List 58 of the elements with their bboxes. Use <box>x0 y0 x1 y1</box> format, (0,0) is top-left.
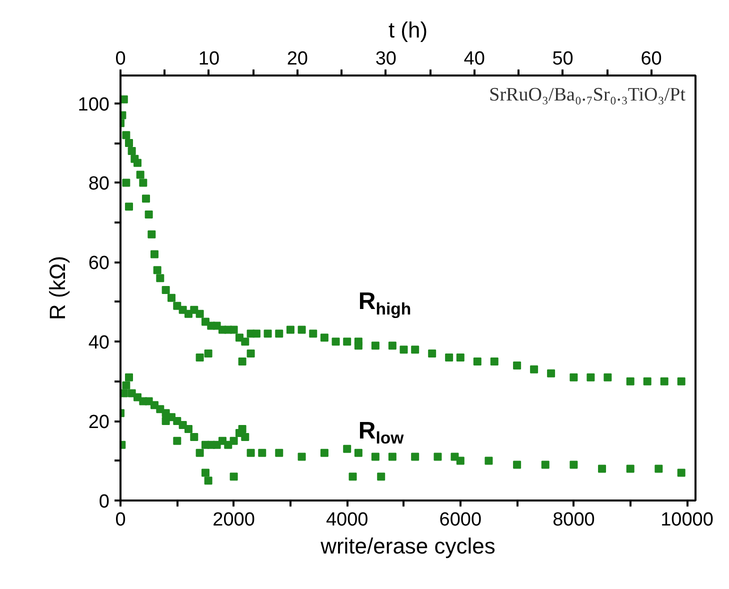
point <box>230 436 238 445</box>
y-tick-label: 20 <box>88 412 110 434</box>
x2-tick-label: 60 <box>640 48 662 70</box>
point <box>246 448 255 457</box>
y-tick-label: 60 <box>88 253 110 274</box>
x2-tick-label: 30 <box>375 48 396 70</box>
point <box>162 417 170 426</box>
point <box>184 425 192 434</box>
point <box>388 452 396 461</box>
x2-tick-label: 0 <box>115 48 126 70</box>
point <box>411 452 420 461</box>
point <box>484 456 493 465</box>
x-tick-label: 4000 <box>326 510 368 530</box>
x-tick-label: 0 <box>115 510 126 530</box>
point <box>677 468 686 477</box>
point <box>173 436 182 445</box>
point <box>238 425 246 434</box>
point <box>122 381 130 390</box>
point <box>241 432 250 441</box>
point <box>626 464 634 473</box>
y-tick-label: 80 <box>88 174 110 195</box>
x-tick-label: 2000 <box>212 510 255 530</box>
point <box>654 464 663 473</box>
y-tick-label: 0 <box>98 492 110 512</box>
y-axis-title: R (kΩ) <box>44 256 70 320</box>
x2-axis-title: t (h) <box>388 18 428 42</box>
point <box>348 472 357 481</box>
point <box>354 448 362 457</box>
point <box>320 448 328 457</box>
point <box>377 472 386 481</box>
point <box>598 464 606 473</box>
point <box>570 460 578 469</box>
x-tick-label: 6000 <box>439 510 482 530</box>
x-axis-title: write/erase cycles <box>320 534 496 558</box>
x2-tick-label: 50 <box>552 48 574 70</box>
point <box>275 448 284 457</box>
point <box>204 476 212 485</box>
point <box>371 452 380 461</box>
x2-tick-label: 40 <box>464 48 485 70</box>
x2-tick-label: 20 <box>286 48 308 70</box>
point <box>230 472 238 481</box>
point <box>343 444 352 453</box>
point <box>258 448 266 457</box>
point <box>190 432 198 441</box>
x-tick-label: 10000 <box>660 510 714 530</box>
y-tick-label: 100 <box>78 94 110 116</box>
point <box>450 452 459 461</box>
point <box>196 448 204 457</box>
x-tick-label: 8000 <box>552 510 595 530</box>
point <box>434 452 442 461</box>
point <box>125 373 133 382</box>
point <box>298 452 306 461</box>
point <box>513 460 522 469</box>
annotation: SrRuO₃/Ba₀.₇Sr₀.₃TiO₃/Pt <box>489 84 686 106</box>
y-tick-label: 40 <box>88 332 110 354</box>
point <box>541 460 550 469</box>
x2-tick-label: 10 <box>198 48 220 70</box>
point <box>201 468 210 477</box>
